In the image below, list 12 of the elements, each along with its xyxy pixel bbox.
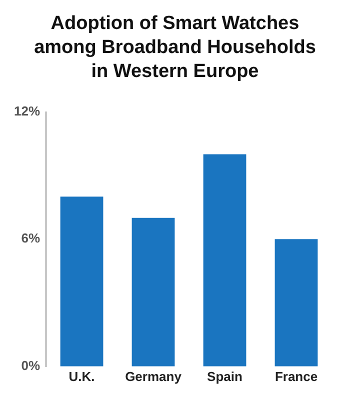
- bar: [60, 196, 104, 366]
- y-tick-label: 12%: [14, 103, 40, 118]
- x-tick-label: Spain: [207, 368, 243, 384]
- x-tick-label: Germany: [125, 368, 182, 384]
- y-tick-label: 0%: [21, 358, 40, 373]
- chart-title: Adoption of Smart Watches among Broadband Households in Western Europe: [33, 12, 317, 84]
- x-tick-label: France: [274, 368, 318, 384]
- x-tick-label: U.K.: [68, 368, 95, 384]
- bar: [274, 239, 318, 366]
- y-tick-label: 6%: [21, 230, 40, 246]
- bar: [132, 218, 175, 366]
- bar: [203, 154, 246, 366]
